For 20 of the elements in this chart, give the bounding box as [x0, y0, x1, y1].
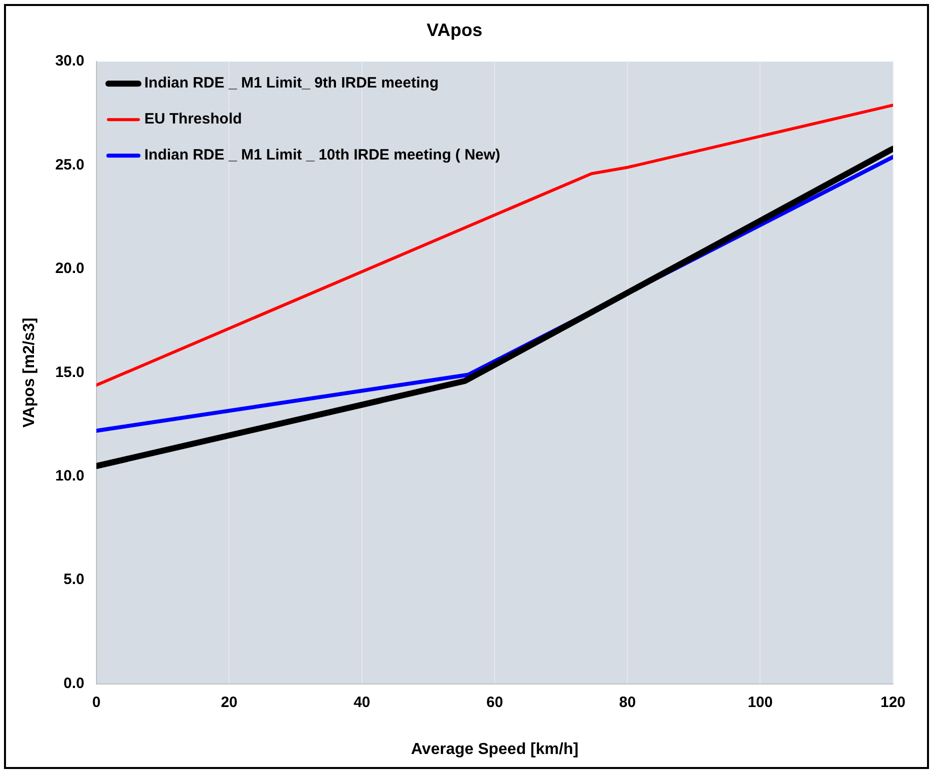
x-tick-label: 60: [486, 694, 504, 711]
x-tick-label: 100: [748, 694, 773, 711]
x-tick-label: 0: [92, 694, 101, 711]
legend-label: Indian RDE _ M1 Limit_ 9th IRDE meeting: [144, 74, 439, 92]
y-tick-label: 0.0: [64, 674, 84, 692]
chart-title: VApos: [426, 20, 482, 40]
legend-label: EU Threshold: [144, 110, 242, 128]
x-tick-label: 20: [220, 694, 238, 711]
y-tick-label: 15.0: [55, 364, 84, 381]
x-tick-label: 80: [619, 694, 636, 711]
y-tick-label: 5.0: [64, 571, 84, 588]
y-tick-label: 20.0: [55, 260, 84, 278]
y-tick-label: 10.0: [55, 468, 84, 485]
y-axis-title: VApos [m2/s3]: [21, 318, 38, 428]
y-tick-label: 25.0: [55, 156, 84, 174]
legend-label: Indian RDE _ M1 Limit _ 10th IRDE meeting ( New): [144, 146, 500, 164]
x-tick-label: 120: [880, 694, 906, 711]
x-axis-title: Average Speed [km/h]: [410, 740, 578, 758]
y-tick-label: 30.0: [55, 52, 84, 70]
x-tick-label: 40: [354, 694, 370, 711]
